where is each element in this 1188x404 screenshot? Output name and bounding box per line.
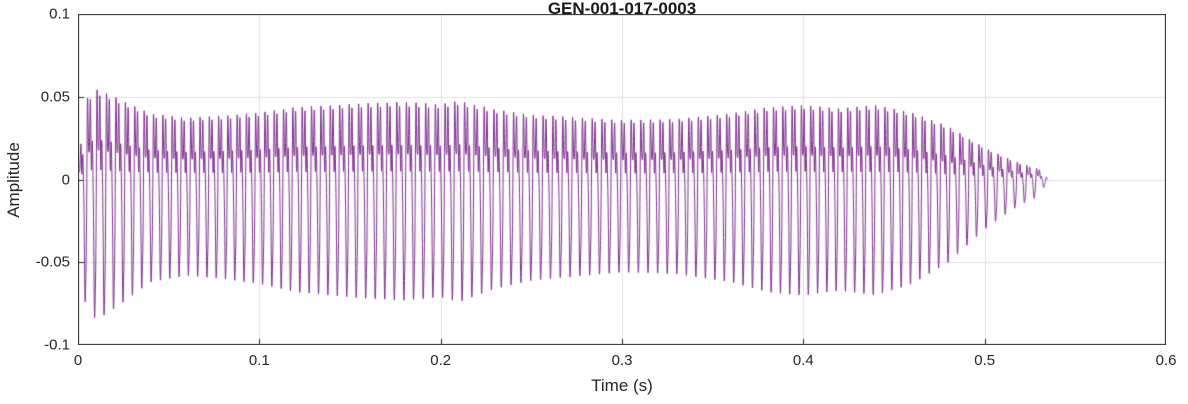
x-tick-label: 0.3 bbox=[611, 352, 633, 369]
x-tick-label: 0.6 bbox=[1155, 352, 1177, 369]
waveform-canvas bbox=[78, 14, 1166, 345]
x-tick-label: 0.5 bbox=[974, 352, 996, 369]
y-tick-label: 0 bbox=[61, 171, 70, 188]
y-tick-label: -0.05 bbox=[35, 253, 70, 271]
y-tick-label: 0.05 bbox=[40, 88, 70, 106]
y-tick-label: 0.1 bbox=[49, 5, 70, 23]
x-tick-label: 0 bbox=[73, 352, 83, 369]
x-tick-label: 0.1 bbox=[248, 352, 270, 369]
chart-title: GEN-001-017-0003 bbox=[547, 0, 697, 18]
x-axis-label: Time (s) bbox=[591, 376, 653, 395]
plot-area bbox=[78, 14, 1166, 345]
y-tick-label: -0.1 bbox=[44, 336, 70, 354]
x-tick-label: 0.4 bbox=[792, 352, 814, 369]
x-tick-label: 0.2 bbox=[430, 352, 452, 369]
